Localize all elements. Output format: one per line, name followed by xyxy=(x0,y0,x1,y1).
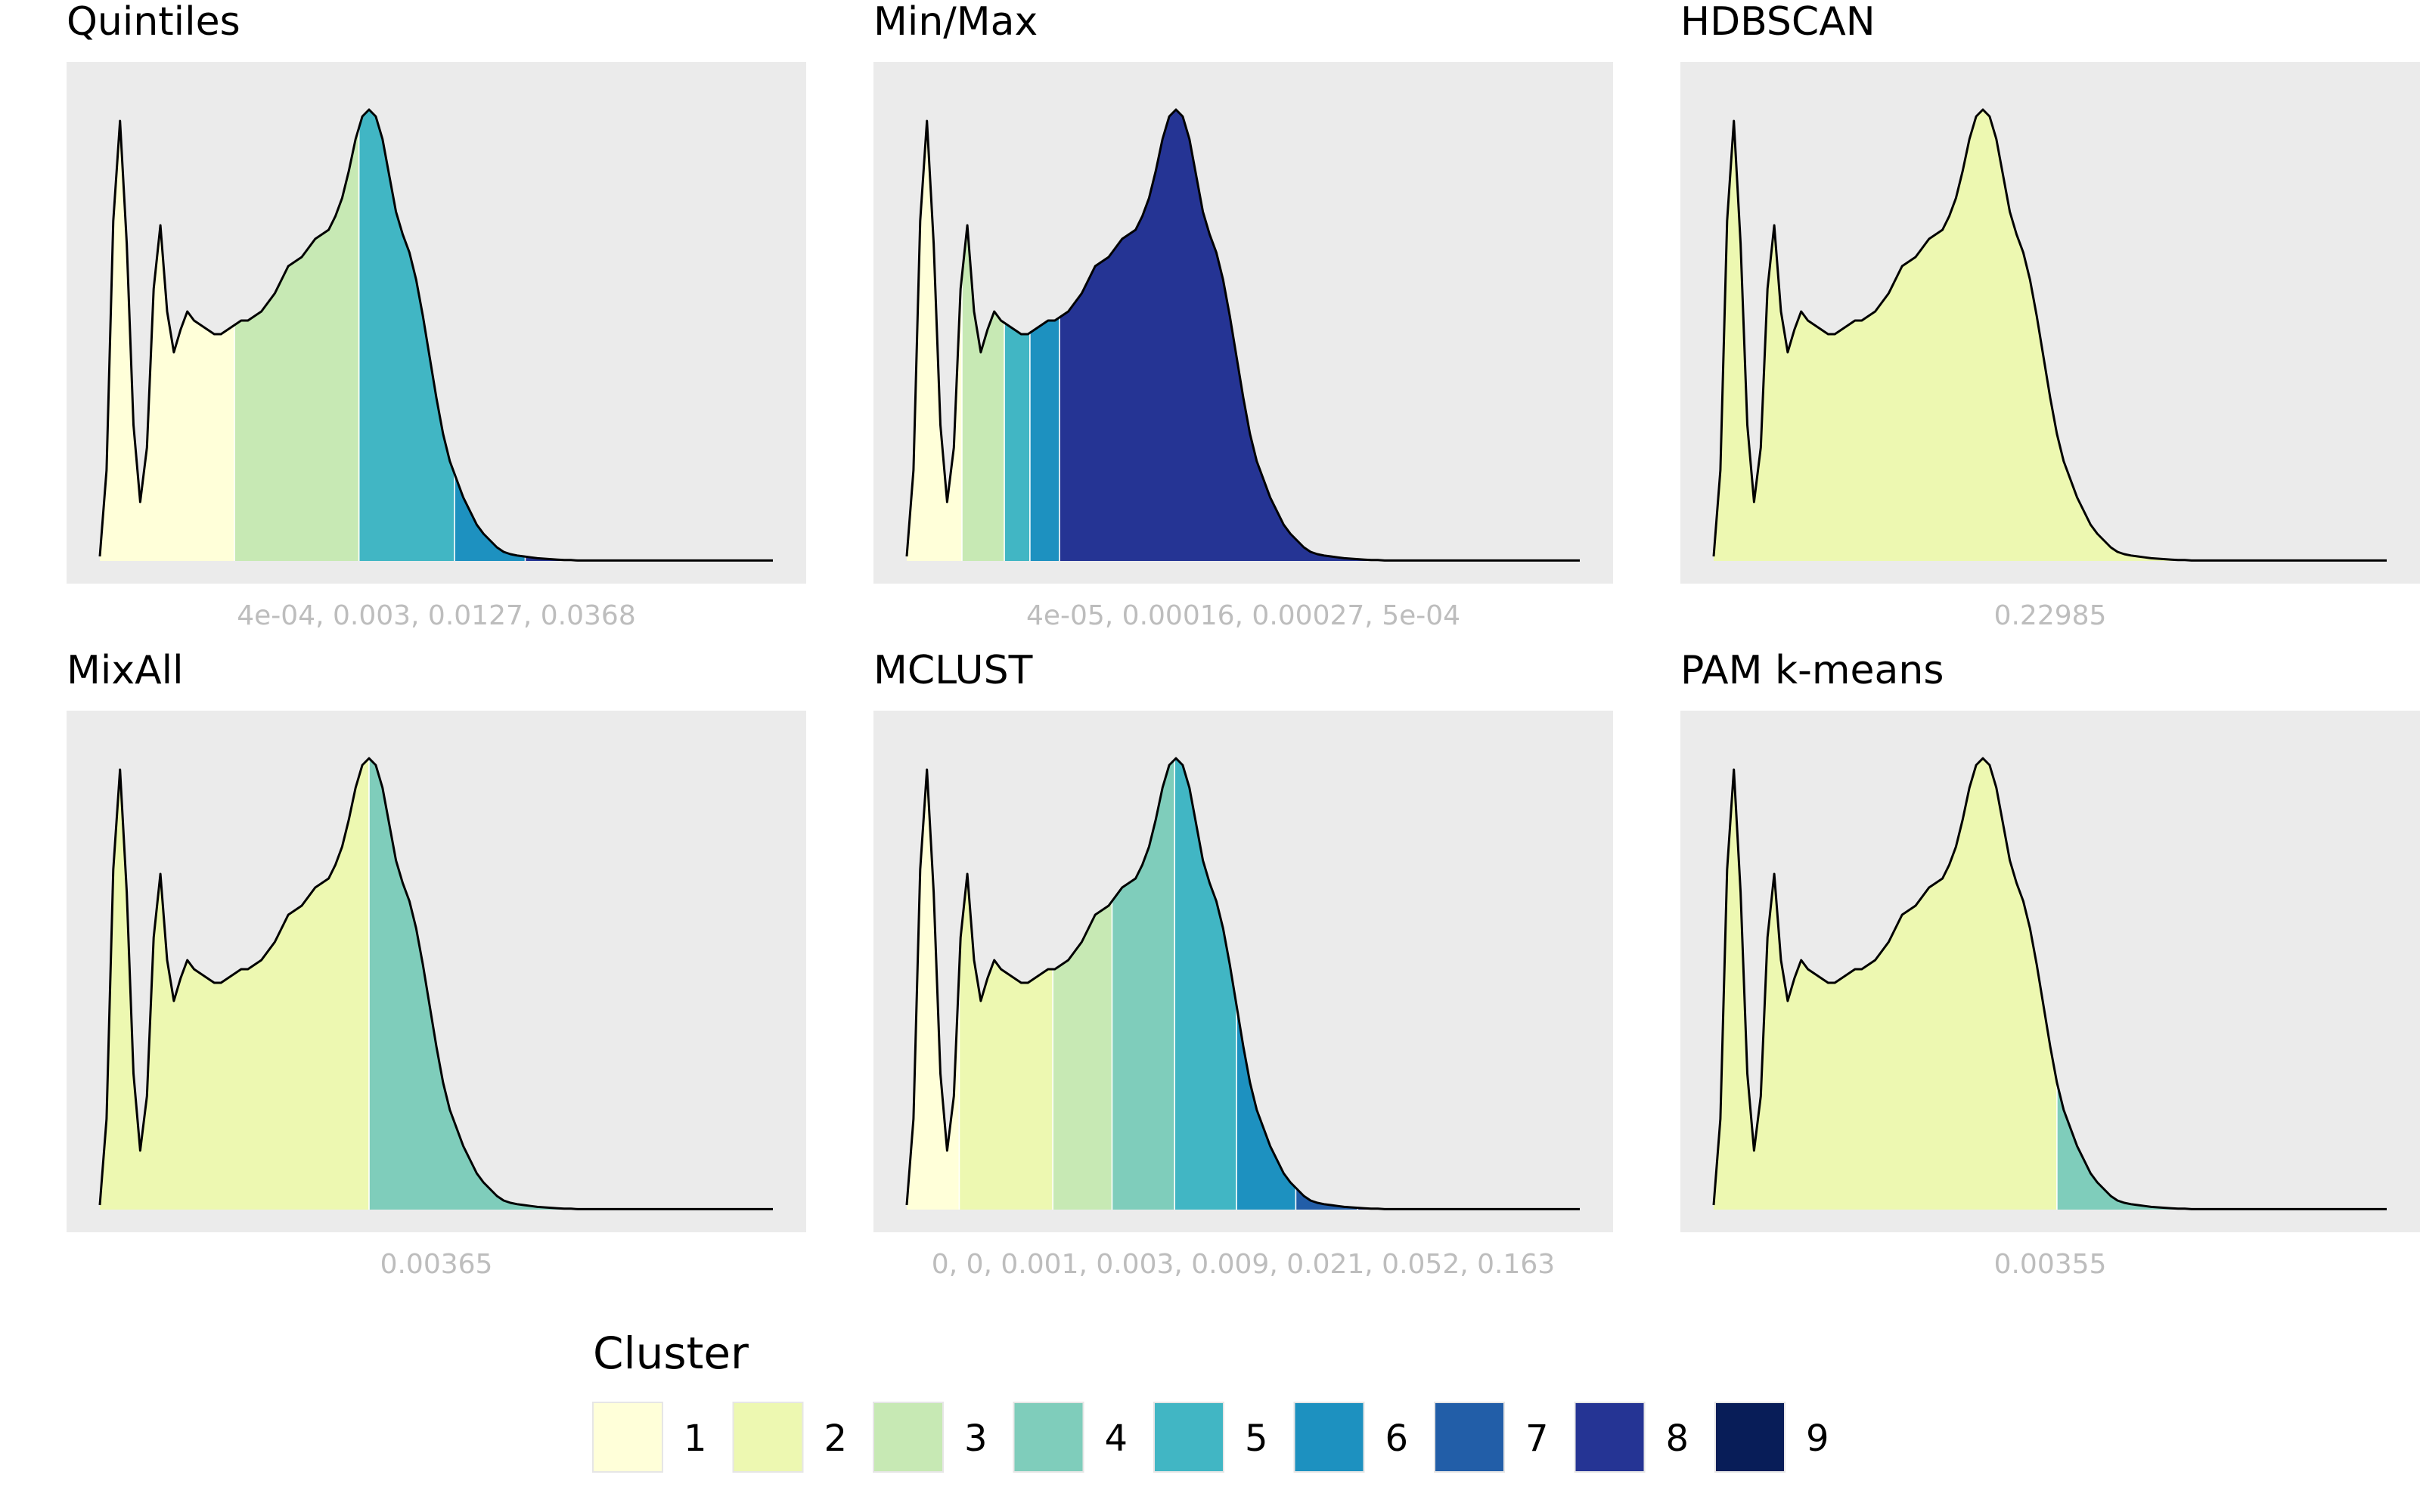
legend-swatch xyxy=(1714,1402,1786,1473)
cluster-segment-2 xyxy=(100,758,369,1210)
cluster-segment-1 xyxy=(907,770,960,1210)
density-outline xyxy=(98,757,773,1210)
panel-threshold-caption: 4e-05, 0.00016, 0.00027, 5e-04 xyxy=(1026,600,1460,631)
panel-title: HDBSCAN xyxy=(1680,0,1876,45)
panel-threshold-caption: 0.00365 xyxy=(380,1249,493,1280)
legend-label: 9 xyxy=(1806,1418,1829,1460)
density-outline xyxy=(905,108,1580,562)
legend-label: 4 xyxy=(1105,1418,1128,1460)
cluster-segment-1 xyxy=(100,121,234,561)
chart-panel: HDBSCAN 0.22985 xyxy=(1680,0,2420,631)
legend-swatch xyxy=(1013,1402,1084,1473)
legend-swatch xyxy=(592,1402,663,1473)
legend-swatch xyxy=(873,1402,944,1473)
cluster-legend: Cluster 1 2 3 4 5 6 7 8 9 xyxy=(592,1328,1829,1473)
panel-threshold-caption: 0.22985 xyxy=(1994,600,2107,631)
legend-item-3: 3 xyxy=(873,1402,988,1473)
legend-item-2: 2 xyxy=(732,1402,848,1473)
chart-panel: MixAll 0.00365 xyxy=(67,648,806,1280)
chart-panel: PAM k-means 0.00355 xyxy=(1680,648,2420,1280)
panel-threshold-caption: 4e-04, 0.003, 0.0127, 0.0368 xyxy=(237,600,636,631)
cluster-segment-5 xyxy=(1004,323,1030,561)
panel-threshold-caption: 0, 0, 0.001, 0.003, 0.009, 0.021, 0.052,… xyxy=(932,1249,1555,1280)
legend-label: 8 xyxy=(1666,1418,1689,1460)
legend-item-9: 9 xyxy=(1714,1402,1829,1473)
chart-panel: Min/Max 4e-05, 0.00016, 0.00027, 5e-04 xyxy=(873,0,1613,631)
legend-item-5: 5 xyxy=(1153,1402,1268,1473)
cluster-segment-5 xyxy=(1174,758,1237,1210)
legend-item-1: 1 xyxy=(592,1402,707,1473)
cluster-segment-6 xyxy=(1236,1005,1296,1210)
legend-item-7: 7 xyxy=(1434,1402,1549,1473)
cluster-segment-8 xyxy=(1060,110,1580,561)
legend-item-8: 8 xyxy=(1574,1402,1689,1473)
cluster-segment-4 xyxy=(369,758,773,1210)
density-outline xyxy=(1712,757,2387,1210)
panel-threshold-caption: 0.00355 xyxy=(1994,1249,2107,1280)
chart-panel: MCLUST 0, 0, 0.001, 0.003, 0.009, 0.021, … xyxy=(873,648,1613,1280)
cluster-segment-3 xyxy=(962,225,1004,561)
cluster-segment-4 xyxy=(2056,1083,2387,1210)
legend-item-4: 4 xyxy=(1013,1402,1128,1473)
cluster-segment-2 xyxy=(1714,758,2057,1210)
panel-title: Quintiles xyxy=(67,0,240,45)
legend-label: 1 xyxy=(684,1418,707,1460)
cluster-segment-6 xyxy=(455,473,526,561)
density-outline xyxy=(1712,108,2387,562)
legend-label: 5 xyxy=(1245,1418,1268,1460)
panel-title: Min/Max xyxy=(873,0,1038,45)
legend-label: 6 xyxy=(1385,1418,1409,1460)
chart-panel: Quintiles 4e-04, 0.003, 0.0127, 0.0368 xyxy=(67,0,806,631)
cluster-segment-2 xyxy=(959,874,1053,1210)
legend-swatch xyxy=(1153,1402,1224,1473)
legend-swatch xyxy=(1574,1402,1646,1473)
legend-item-6: 6 xyxy=(1293,1402,1409,1473)
cluster-segment-6 xyxy=(1029,317,1060,561)
legend-label: 2 xyxy=(824,1418,848,1460)
panel-title: MCLUST xyxy=(873,648,1033,693)
legend-swatch xyxy=(1293,1402,1365,1473)
legend-label: 7 xyxy=(1525,1418,1549,1460)
legend-swatch xyxy=(732,1402,804,1473)
cluster-segment-3 xyxy=(1053,901,1112,1210)
cluster-segment-4 xyxy=(1112,759,1175,1210)
cluster-segment-7 xyxy=(1295,1188,1358,1210)
panel-title: PAM k-means xyxy=(1680,648,1944,693)
cluster-segment-2 xyxy=(1714,110,2263,561)
legend-title: Cluster xyxy=(593,1328,749,1379)
density-outline xyxy=(98,108,773,562)
chart-panels: Quintiles 4e-04, 0.003, 0.0127, 0.0368 Min… xyxy=(67,0,2420,1280)
cluster-segment-3 xyxy=(234,128,359,561)
legend-swatch xyxy=(1434,1402,1505,1473)
cluster-segment-5 xyxy=(358,110,455,561)
panel-title: MixAll xyxy=(67,648,184,693)
density-outline xyxy=(905,757,1580,1210)
legend-label: 3 xyxy=(964,1418,988,1460)
